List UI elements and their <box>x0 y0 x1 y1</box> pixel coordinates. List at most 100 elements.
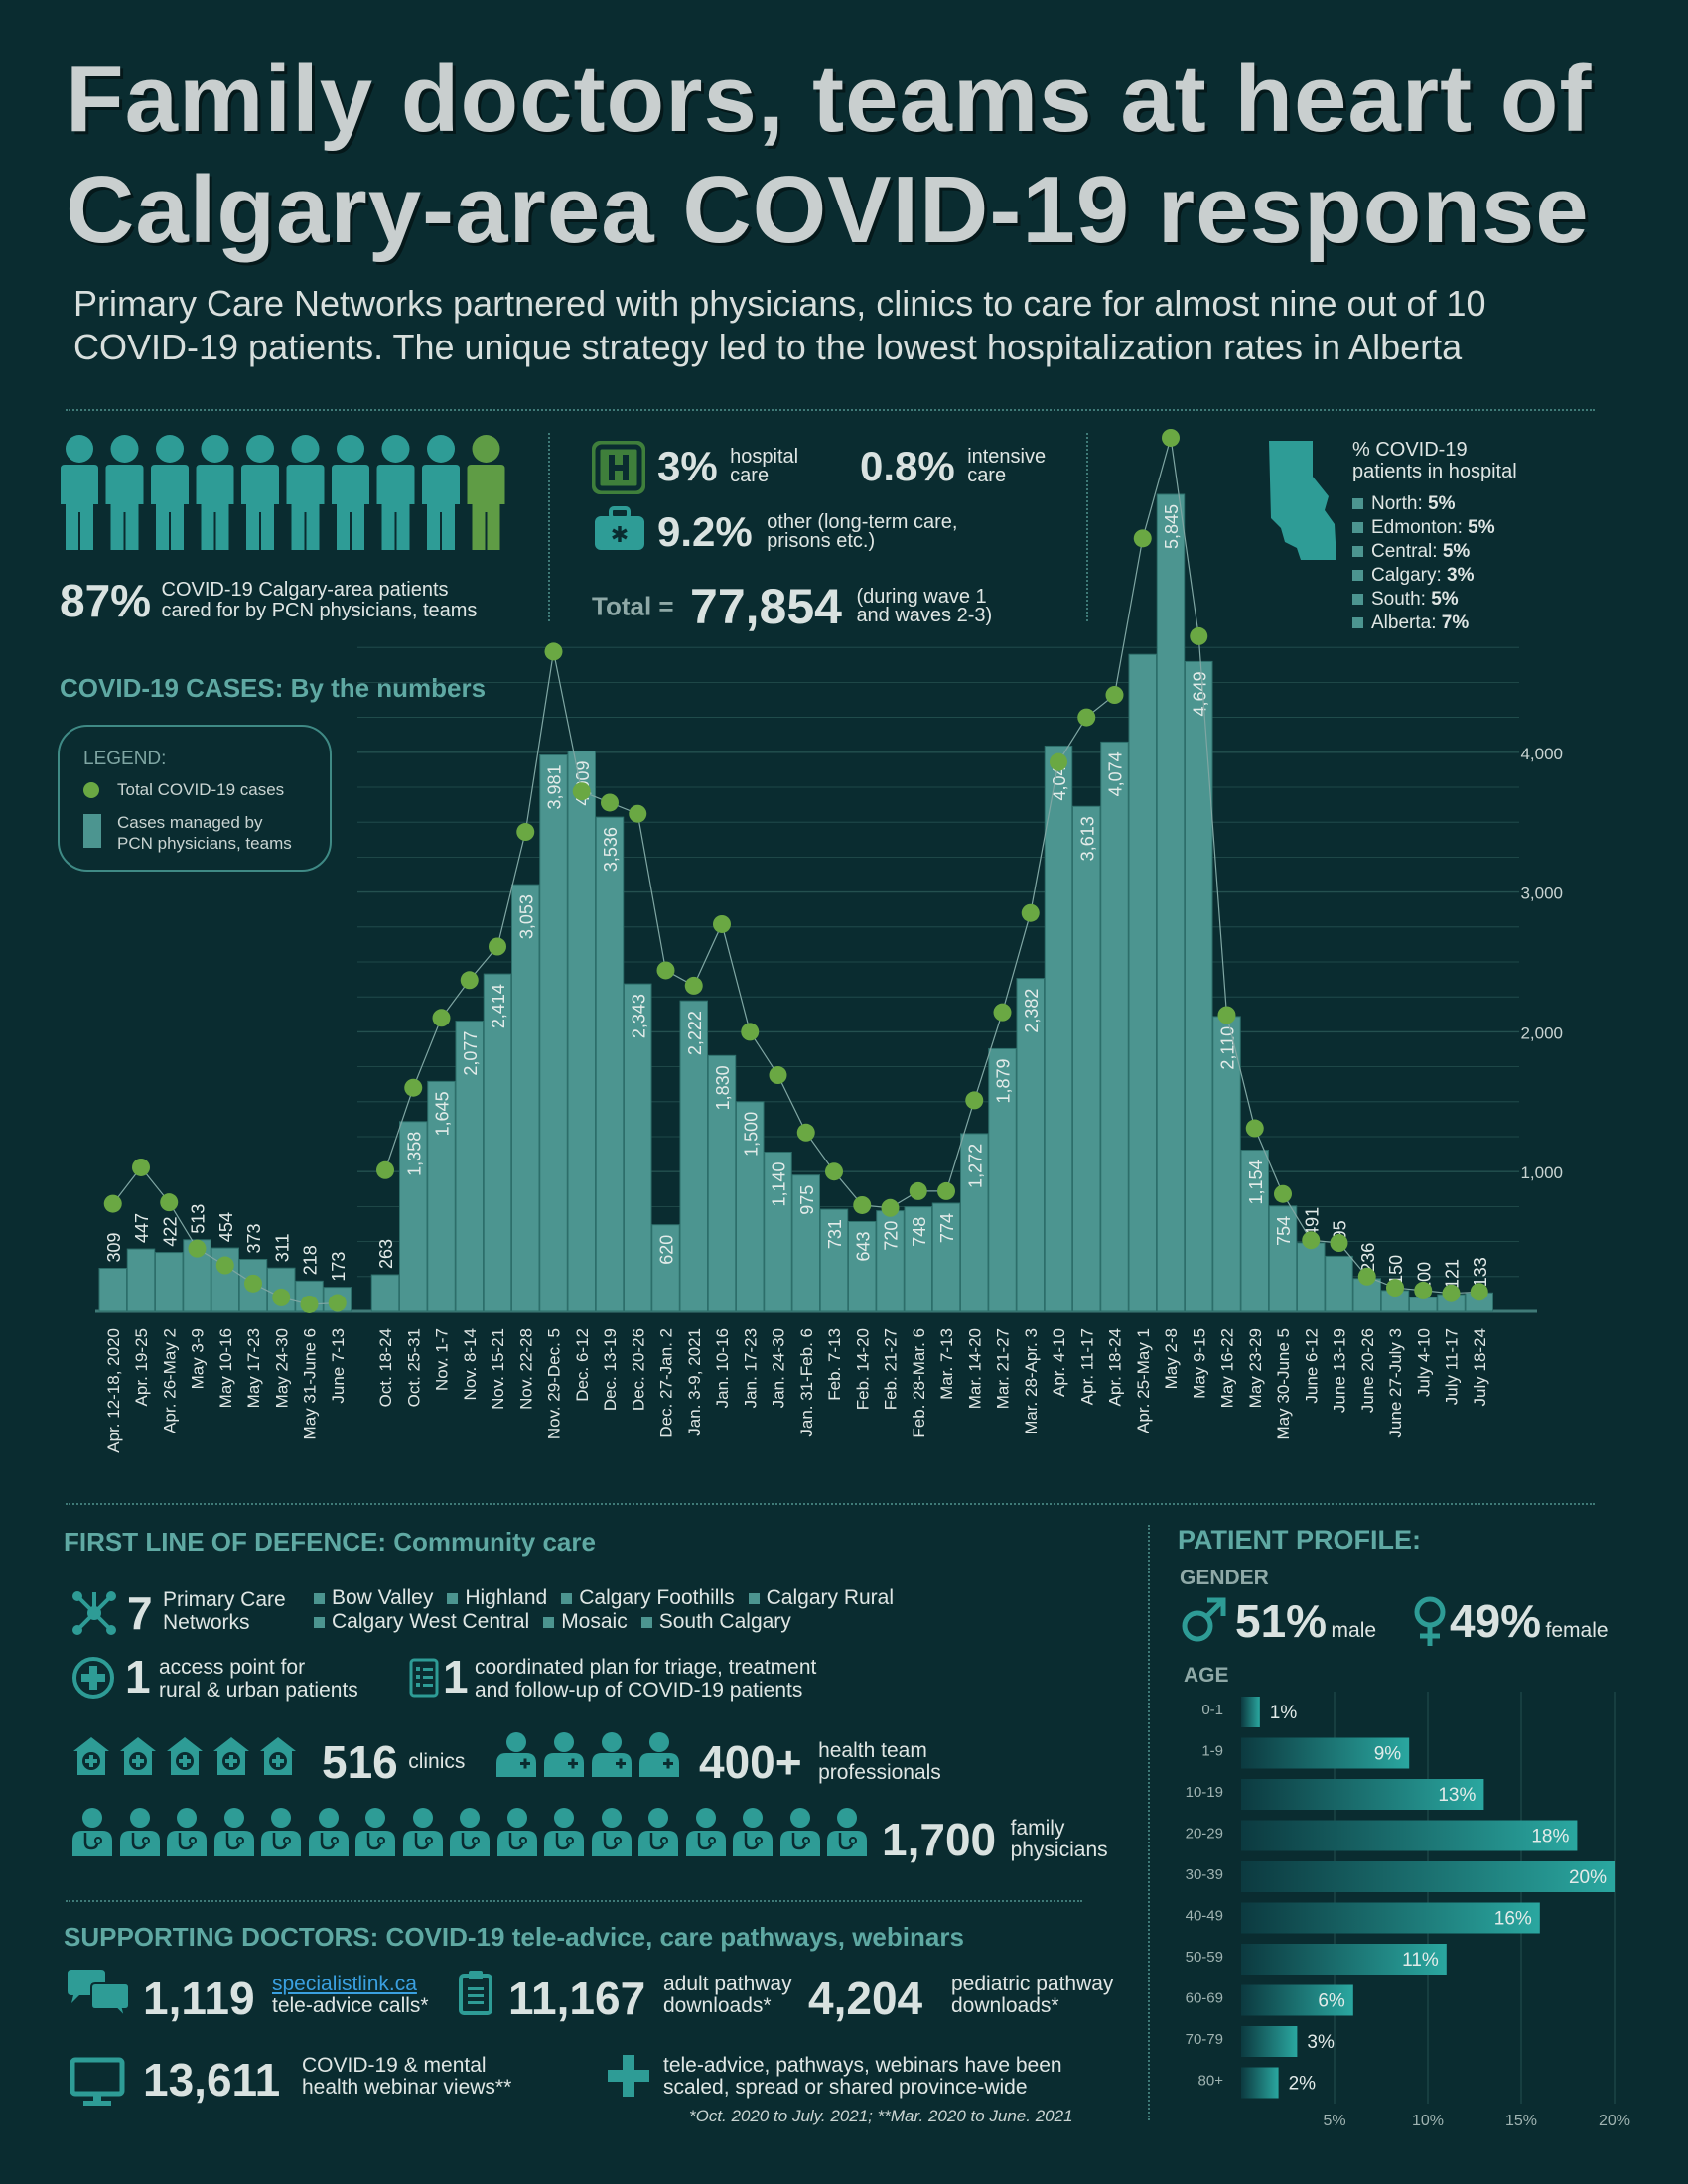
total-cases-dot <box>132 1158 150 1176</box>
bar <box>624 983 652 1312</box>
total-cases-dot <box>881 1198 900 1217</box>
person-icon <box>196 435 234 550</box>
total-cases-dot <box>713 914 731 933</box>
scaled-label: tele-advice, pathways, webinars have bee… <box>663 2054 1062 2099</box>
family-doctor-icon <box>402 1807 444 1858</box>
bar <box>126 1248 156 1312</box>
webinar-label: COVID-19 & mental health webinar views** <box>302 2054 512 2099</box>
region-item-alberta: Alberta: 7% <box>1352 612 1495 635</box>
total-cases-dot <box>1021 903 1040 922</box>
icu-text-2: care <box>967 465 1007 486</box>
age-category-label: 30-39 <box>1186 1866 1223 1883</box>
total-cases-dot <box>1357 1267 1376 1286</box>
total-cases-dot <box>188 1239 207 1258</box>
age-category-label: 60-69 <box>1186 1990 1223 2007</box>
total-cases-dot <box>1386 1279 1404 1297</box>
age-x-tick-label: 5% <box>1323 2113 1345 2129</box>
bar-value-label: 1,830 <box>713 1065 733 1110</box>
gender-label: GENDER <box>1180 1567 1269 1589</box>
person-icon <box>467 435 505 550</box>
total-label: Total = <box>592 591 674 621</box>
x-tick-label: Jan. 31-Feb. 6 <box>797 1328 816 1437</box>
bar-value-label: 3,613 <box>1077 816 1097 861</box>
bar-value-label: 2,343 <box>629 994 648 1038</box>
docs-label: family physicians <box>1010 1817 1108 1861</box>
bar-value-label: 975 <box>797 1185 817 1215</box>
total-cases-dot <box>825 1162 843 1181</box>
team-count: 400+ <box>699 1736 802 1788</box>
bar-value-label: 4,649 <box>1190 671 1209 716</box>
family-doctor-icon <box>826 1807 868 1858</box>
peds-count: 4,204 <box>808 1973 923 2024</box>
x-tick-label: Feb. 21-27 <box>882 1328 901 1410</box>
x-tick-label: Jan. 10-16 <box>713 1328 732 1408</box>
total-cases-dot <box>160 1193 179 1212</box>
clinics-stat: 516 clinics <box>322 1735 465 1789</box>
bar <box>707 1054 737 1312</box>
total-cases-dot <box>937 1181 955 1200</box>
x-tick-label: May 23-29 <box>1246 1328 1265 1408</box>
hospital-text-1: hospital <box>730 446 799 468</box>
x-tick-label: Apr. 25-May 1 <box>1134 1328 1153 1433</box>
x-tick-label: Feb. 28-Mar. 6 <box>910 1328 928 1438</box>
bar-value-label: 4,074 <box>1106 751 1126 796</box>
clinics-count: 516 <box>322 1736 398 1788</box>
bar <box>988 1047 1017 1312</box>
icu-text: intensive care <box>967 446 1047 486</box>
bar-value-label: 620 <box>657 1235 677 1265</box>
pcn-text: COVID-19 Calgary-area patients cared for… <box>162 580 478 621</box>
total-cases-dot <box>1050 752 1067 771</box>
supporting-title: SUPPORTING DOCTORS: COVID-19 tele-advice… <box>64 1922 964 1952</box>
family-doctor-icon <box>637 1807 679 1858</box>
female-stat: 49% female <box>1450 1594 1609 1648</box>
person-icon <box>286 435 325 550</box>
clipboard-list-icon <box>409 1658 439 1698</box>
bar <box>1240 1150 1269 1312</box>
network-item: Bow Valley <box>314 1586 433 1609</box>
hospital-stat: 3% hospital care <box>657 443 798 490</box>
clinic-icon <box>71 1735 111 1783</box>
access-count: 1 <box>125 1651 151 1703</box>
total-cases-dot <box>796 1123 815 1142</box>
calls-count: 1,119 <box>143 1973 255 2024</box>
family-doctor-icon <box>119 1807 161 1858</box>
title-line-1: Family doctors, teams at heart of <box>66 46 1593 152</box>
bar <box>876 1210 905 1312</box>
total-note: (during wave 1 and waves 2-3) <box>856 587 992 625</box>
female-label: female <box>1545 1619 1609 1642</box>
bar-value-label: 2,382 <box>1022 989 1042 1033</box>
bar <box>155 1252 184 1312</box>
male-label: male <box>1331 1619 1377 1642</box>
bar-value-label: 2,414 <box>489 984 508 1028</box>
age-bar-value-label: 11% <box>1402 1950 1439 1971</box>
bar-value-label: 3,536 <box>601 827 621 872</box>
age-bar-value-label: 1% <box>1270 1703 1298 1723</box>
total-cases-dot <box>993 1003 1012 1022</box>
family-doctor-icon <box>213 1807 255 1858</box>
x-tick-label: Mar. 21-27 <box>994 1328 1013 1409</box>
total-cases-dot <box>215 1256 234 1275</box>
total-cases-dot <box>103 1194 122 1213</box>
bar-value-label: 173 <box>329 1252 349 1282</box>
footnote: *Oct. 2020 to July. 2021; **Mar. 2020 to… <box>689 2107 1073 2125</box>
bar-value-label: 748 <box>910 1217 929 1247</box>
region-item-central: Central: 5% <box>1352 540 1495 564</box>
legend-bar-marker <box>83 814 101 848</box>
divider-supporting <box>66 1900 1082 1902</box>
age-bar-value-label: 18% <box>1531 1827 1569 1847</box>
x-tick-label: Feb. 7-13 <box>825 1328 844 1401</box>
bar <box>511 884 540 1312</box>
x-tick-label: July 11-17 <box>1443 1328 1462 1405</box>
specialistlink-link[interactable]: specialistlink.ca <box>272 1973 417 1995</box>
x-tick-label: July 4-10 <box>1414 1328 1433 1397</box>
x-tick-label: June 6-12 <box>1302 1328 1321 1404</box>
age-bar <box>1241 2026 1298 2057</box>
age-category-label: 50-59 <box>1186 1949 1223 1966</box>
total-cases-dot <box>432 1009 451 1027</box>
person-icon <box>105 435 144 550</box>
bar <box>595 816 625 1312</box>
webinar-count: 13,611 <box>143 2054 281 2106</box>
x-tick-label: Apr. 12-18, 2020 <box>104 1328 123 1453</box>
icu-text-1: intensive <box>967 446 1047 468</box>
page-subtitle: Primary Care Networks partnered with phy… <box>73 282 1622 369</box>
